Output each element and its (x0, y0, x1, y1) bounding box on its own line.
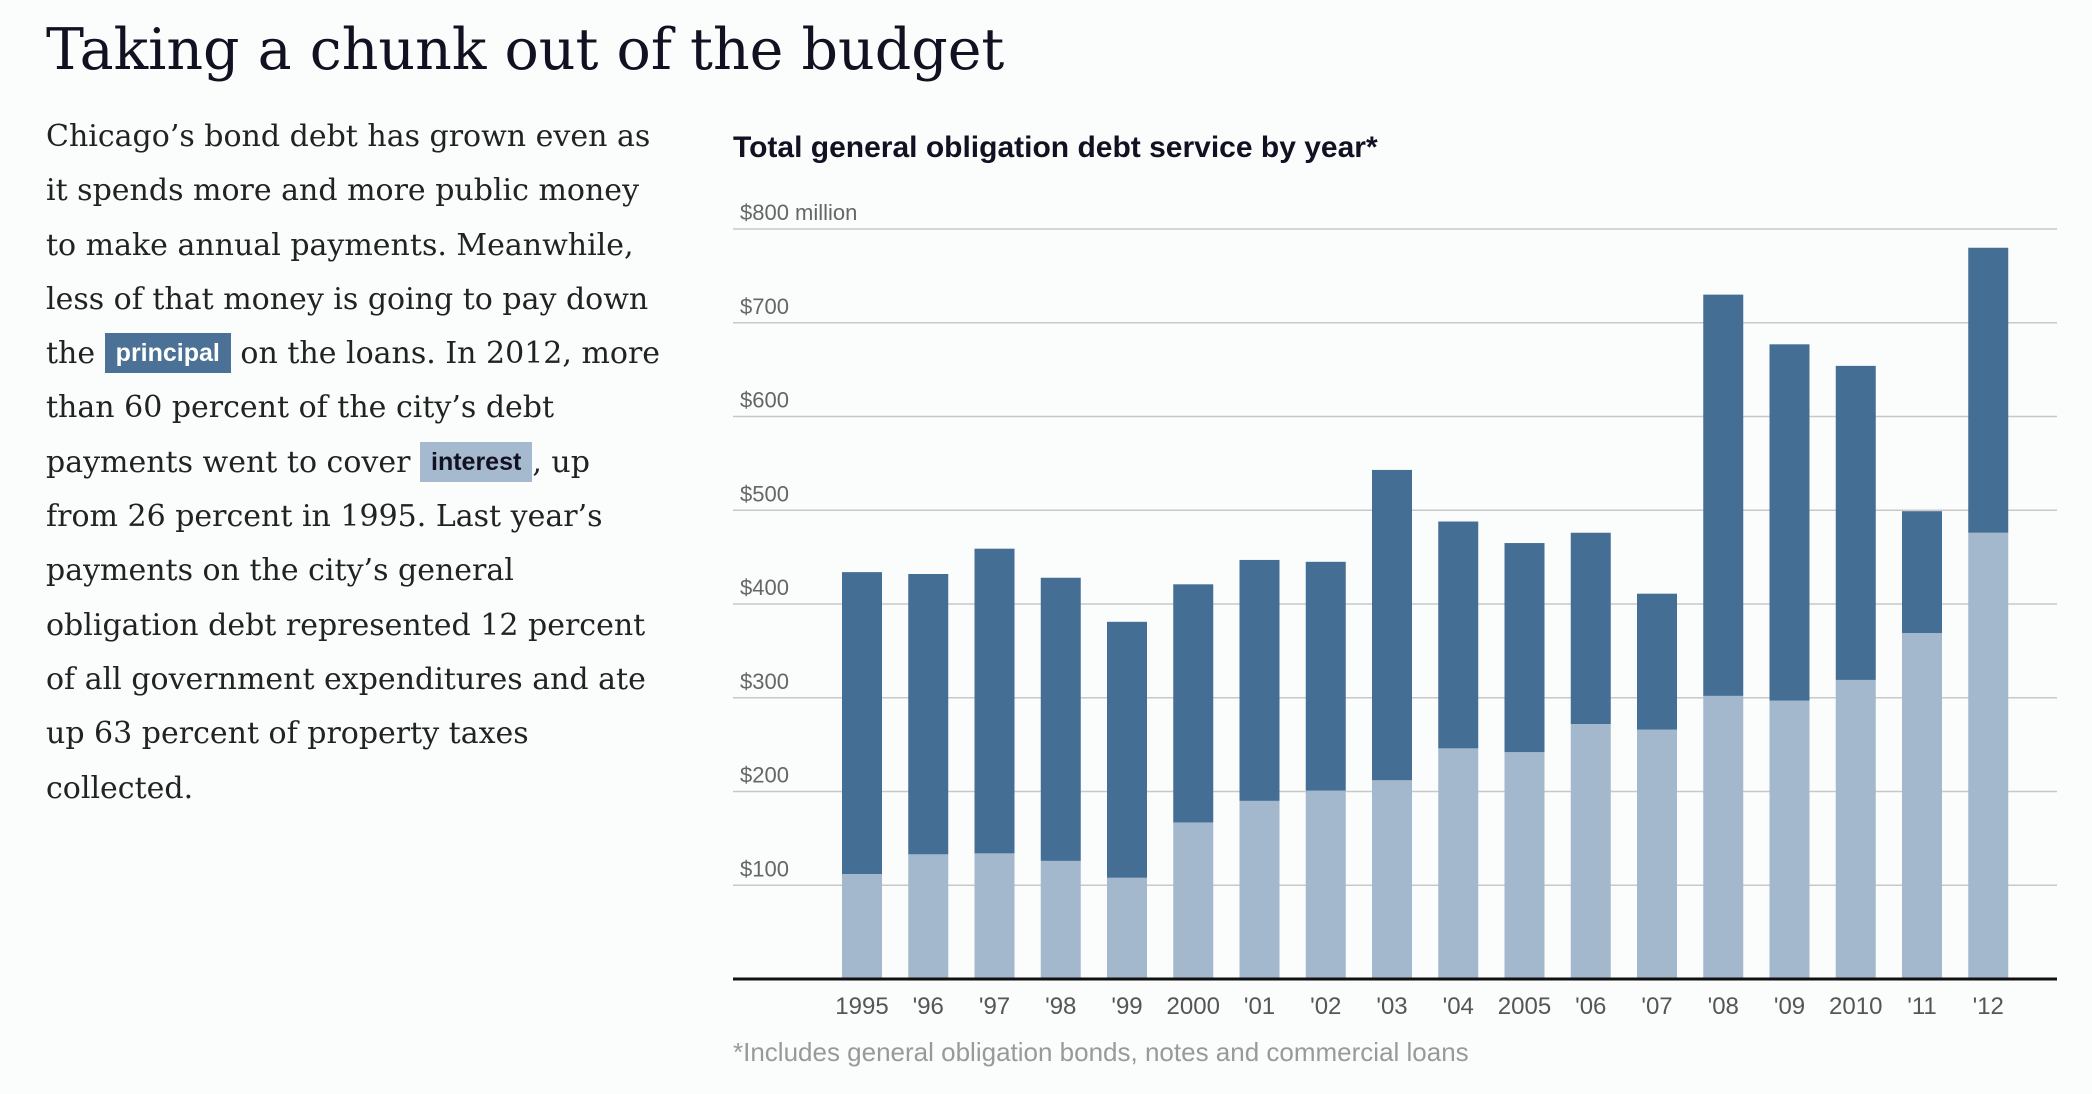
y-tick-label-800: $800 million (740, 200, 857, 225)
bars (842, 247, 2009, 979)
bar-principal-5 (1173, 584, 1214, 823)
x-tick-label-14: '09 (1774, 993, 1805, 1020)
bar-interest-10 (1504, 752, 1545, 979)
bar-principal-2 (974, 548, 1015, 854)
headline: Taking a chunk out of the budget (46, 17, 1005, 83)
x-tick-label-7: '02 (1310, 993, 1341, 1020)
bar-interest-13 (1703, 695, 1744, 979)
x-tick-label-2: '97 (979, 993, 1010, 1020)
y-tick-label-500: $500 (740, 481, 789, 506)
interest-legend-chip: interest (420, 441, 533, 482)
intro-paragraph: Chicago’s bond debt has grown even as it… (46, 110, 666, 816)
bar-interest-16 (1902, 633, 1942, 979)
bar-interest-8 (1372, 780, 1412, 979)
bar-principal-6 (1239, 559, 1280, 801)
bar-principal-13 (1703, 294, 1744, 696)
bar-interest-3 (1040, 860, 1081, 979)
bar-principal-7 (1305, 561, 1346, 791)
bar-interest-17 (1968, 532, 2009, 979)
bar-principal-3 (1040, 577, 1081, 861)
x-tick-label-9: '04 (1443, 993, 1474, 1020)
x-tick-label-6: '01 (1244, 993, 1275, 1020)
bar-interest-4 (1107, 877, 1147, 979)
chart-title: Total general obligation debt service by… (733, 131, 1378, 164)
x-tick-label-10: 2005 (1498, 993, 1551, 1020)
bar-principal-15 (1835, 365, 1876, 680)
bar-interest-6 (1239, 800, 1280, 979)
bar-principal-16 (1902, 511, 1942, 634)
bar-principal-17 (1968, 247, 2009, 533)
y-axis-labels: $100 $200 $300 $400 $500 $600 $700 $800 million (740, 200, 857, 881)
y-tick-label-300: $300 (740, 669, 789, 694)
y-tick-label-600: $600 (740, 388, 789, 413)
x-tick-label-1: '96 (913, 993, 944, 1020)
x-tick-label-8: '03 (1376, 993, 1407, 1020)
x-tick-label-12: '07 (1641, 993, 1672, 1020)
x-axis-labels: 1995 '96 '97 '98 '99 2000 '01 '02 '03 '04 2005 '06 '… (835, 993, 2004, 1020)
x-tick-label-17: '12 (1973, 993, 2004, 1020)
x-tick-label-15: 2010 (1829, 993, 1882, 1020)
bar-principal-0 (842, 572, 882, 874)
bar-principal-8 (1372, 469, 1412, 781)
principal-legend-chip: principal (104, 333, 231, 374)
intro-text-start: Chicago’s bond debt has grown even as it… (46, 119, 651, 372)
bar-interest-12 (1637, 729, 1677, 979)
bar-principal-10 (1504, 543, 1545, 753)
bar-principal-11 (1570, 532, 1611, 724)
bar-interest-0 (842, 874, 882, 979)
x-tick-label-0: 1995 (835, 993, 888, 1020)
bar-principal-4 (1107, 621, 1147, 878)
x-tick-label-13: '08 (1708, 993, 1739, 1020)
bar-principal-1 (908, 574, 949, 855)
bar-interest-2 (974, 853, 1015, 979)
chart-footnote: *Includes general obligation bonds, note… (733, 1037, 1469, 1067)
bar-interest-14 (1769, 700, 1810, 979)
bar-principal-12 (1637, 593, 1677, 730)
y-tick-label-100: $100 (740, 856, 789, 881)
x-tick-label-4: '99 (1111, 993, 1142, 1020)
intro-text-end: , up from 26 percent in 1995. Last year’… (46, 444, 646, 806)
bar-interest-1 (908, 854, 949, 979)
bar-interest-11 (1570, 724, 1611, 979)
x-tick-label-16: '11 (1907, 993, 1937, 1020)
bar-principal-14 (1769, 344, 1810, 701)
x-tick-label-5: 2000 (1167, 993, 1220, 1020)
bar-interest-5 (1173, 822, 1214, 979)
bar-interest-9 (1438, 748, 1479, 979)
bar-interest-15 (1835, 679, 1876, 979)
y-tick-label-200: $200 (740, 763, 789, 788)
x-tick-label-11: '06 (1575, 993, 1606, 1020)
bar-interest-7 (1305, 790, 1346, 979)
y-tick-label-700: $700 (740, 294, 789, 319)
x-tick-label-3: '98 (1045, 993, 1076, 1020)
intro-text-middle: on the loans. In 2012, more than 60 perc… (46, 336, 661, 480)
bar-principal-9 (1438, 521, 1479, 749)
y-tick-label-400: $400 (740, 575, 789, 600)
